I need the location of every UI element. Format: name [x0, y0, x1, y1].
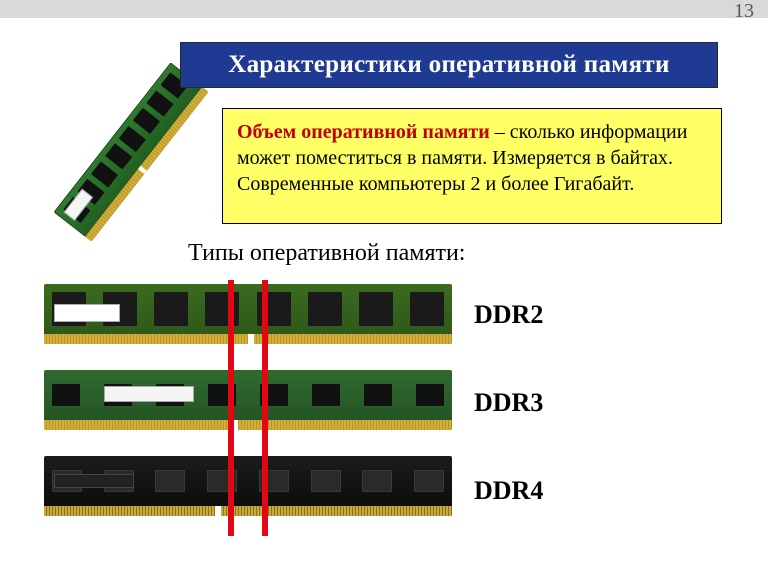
module-sticker [54, 474, 134, 488]
hero-ram-image [22, 30, 158, 196]
module-sticker [54, 304, 120, 322]
ram-module-ddr3 [44, 370, 452, 430]
subtitle: Типы оперативной памяти: [188, 240, 465, 267]
info-term: Объем оперативной памяти [237, 121, 490, 143]
info-box: Объем оперативной памяти – сколько инфор… [222, 108, 722, 224]
page-number: 13 [734, 0, 754, 23]
ram-module-ddr4 [44, 456, 452, 516]
ram-modules-column [44, 284, 452, 516]
alignment-line [228, 280, 234, 536]
module-sticker [104, 386, 194, 402]
alignment-line [262, 280, 268, 536]
title-text: Характеристики оперативной памяти [228, 51, 669, 79]
title-banner: Характеристики оперативной памяти [180, 42, 718, 88]
label-ddr2: DDR2 [474, 300, 543, 330]
ram-module-ddr2 [44, 284, 452, 344]
top-bar [0, 0, 768, 18]
label-ddr4: DDR4 [474, 476, 543, 506]
label-ddr3: DDR3 [474, 388, 543, 418]
